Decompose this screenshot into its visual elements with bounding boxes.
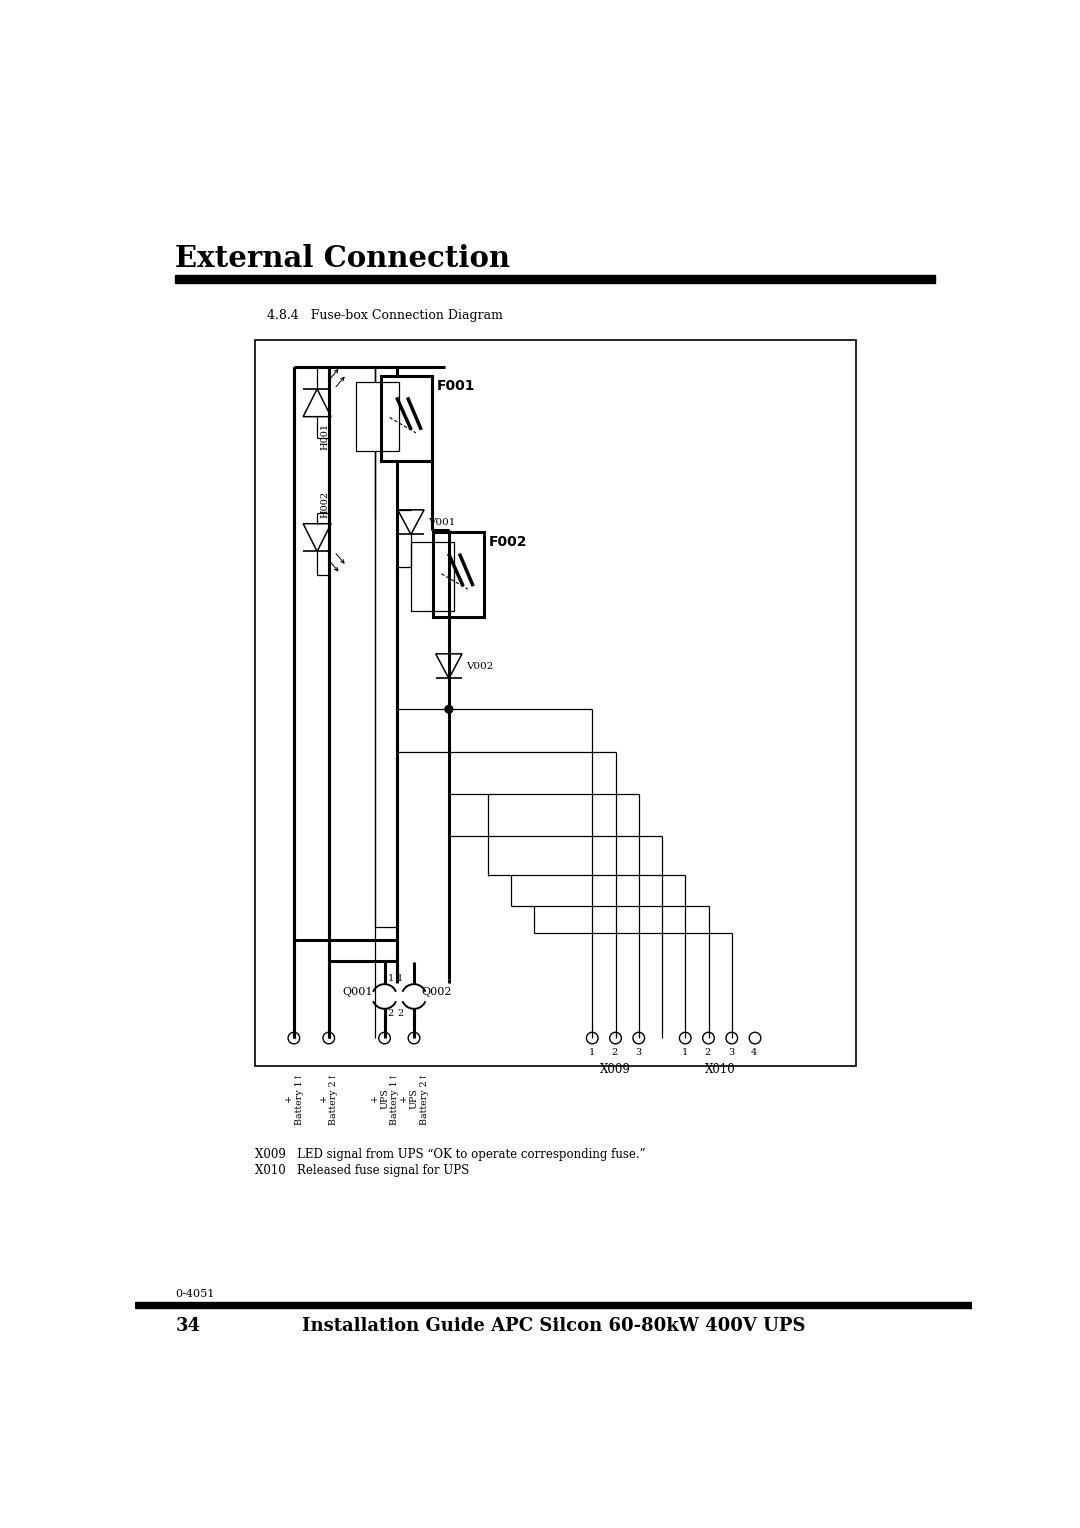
Text: +
Battery 2↑: + Battery 2↑: [319, 1073, 338, 1125]
Text: H001: H001: [321, 423, 329, 449]
Text: +
UPS
Battery 2↑: + UPS Battery 2↑: [400, 1073, 429, 1125]
Text: V002: V002: [465, 662, 494, 671]
Text: 1: 1: [589, 1048, 595, 1057]
Text: 2: 2: [611, 1048, 618, 1057]
Text: 3: 3: [728, 1048, 734, 1057]
Bar: [175, 275, 935, 284]
Text: External Connection: External Connection: [175, 243, 511, 272]
Text: 4: 4: [751, 1048, 757, 1057]
Text: Q002: Q002: [422, 987, 453, 996]
Bar: [135, 1302, 972, 1308]
Bar: [433, 532, 484, 617]
Text: F001: F001: [436, 379, 475, 393]
Bar: [381, 376, 432, 460]
Text: 34: 34: [175, 1317, 200, 1334]
Text: +
Battery 1↑: + Battery 1↑: [284, 1073, 303, 1125]
Text: 1: 1: [397, 973, 403, 983]
Bar: [255, 339, 855, 1067]
Bar: [356, 382, 399, 451]
Text: X009: X009: [600, 1062, 631, 1076]
Text: F002: F002: [488, 535, 527, 549]
Text: X010   Released fuse signal for UPS: X010 Released fuse signal for UPS: [255, 1164, 470, 1177]
Text: 2: 2: [704, 1048, 711, 1057]
Text: V001: V001: [428, 518, 456, 527]
Text: X009   LED signal from UPS “OK to operate corresponding fuse.”: X009 LED signal from UPS “OK to operate …: [255, 1148, 646, 1161]
Bar: [410, 542, 454, 611]
Text: 3: 3: [635, 1048, 642, 1057]
Text: 0-4051: 0-4051: [175, 1288, 215, 1299]
Text: 4.8.4   Fuse-box Connection Diagram: 4.8.4 Fuse-box Connection Diagram: [267, 309, 502, 322]
Text: Q001: Q001: [342, 987, 373, 996]
Text: 1: 1: [681, 1048, 688, 1057]
Circle shape: [445, 706, 453, 714]
Text: Installation Guide APC Silcon 60-80kW 400V UPS: Installation Guide APC Silcon 60-80kW 40…: [301, 1317, 806, 1334]
Text: H002: H002: [321, 490, 329, 518]
Text: +
UPS
Battery 1↑: + UPS Battery 1↑: [369, 1073, 400, 1125]
Text: 1: 1: [388, 973, 394, 983]
Text: X010: X010: [705, 1062, 735, 1076]
Text: 2: 2: [397, 1010, 403, 1019]
Text: 2: 2: [388, 1010, 394, 1019]
